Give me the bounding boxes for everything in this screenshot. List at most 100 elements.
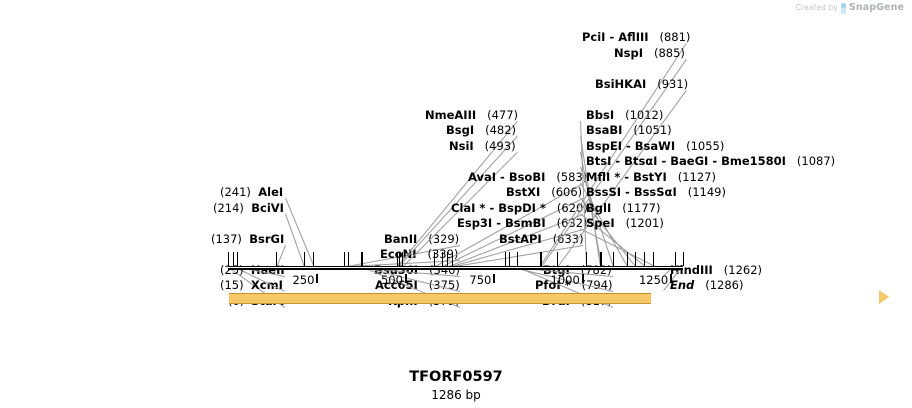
cut-site-tick-kpni[interactable] bbox=[362, 252, 364, 266]
enzyme-names: BtsI - BtsαI - BaeGI - Bme1580I bbox=[586, 154, 786, 168]
cut-site-tick-spei[interactable] bbox=[652, 252, 654, 266]
orf-arrow-body bbox=[229, 293, 651, 304]
cut-site-tick-bstxi[interactable] bbox=[442, 252, 444, 266]
enzyme-label-mfli-bstyi[interactable]: MflI * - BstYI (1127) bbox=[586, 169, 716, 184]
enzyme-names: BsiHKAI bbox=[595, 76, 647, 91]
axis-tick-label-750: 750 bbox=[469, 273, 492, 287]
enzyme-label-banii[interactable]: BanII (329) bbox=[384, 231, 460, 246]
cut-position: (477) bbox=[487, 107, 519, 122]
enzyme-names: BstAPI bbox=[499, 231, 542, 246]
enzyme-names: BstXI bbox=[506, 185, 541, 199]
cut-site-tick-avai-bsobi[interactable] bbox=[434, 252, 436, 266]
enzyme-names: PfoI * bbox=[535, 278, 571, 292]
enzyme-names: BbsI bbox=[586, 107, 615, 122]
cut-site-tick-clai-bspdi[interactable] bbox=[447, 252, 449, 266]
cut-position: (1127) bbox=[677, 169, 716, 184]
cut-position: (15) bbox=[220, 278, 244, 292]
cut-position: (1087) bbox=[796, 154, 836, 168]
cut-site-tick-bstapi[interactable] bbox=[451, 252, 453, 266]
enzyme-label-bspei-bsawi[interactable]: BspEI - BsaWI (1055) bbox=[586, 139, 724, 153]
enzyme-label-bsssi-bsssai[interactable]: BssSI - BssSαI (1149) bbox=[586, 186, 726, 199]
watermark-created-label: Created by bbox=[795, 3, 838, 12]
cut-site-tick-end[interactable] bbox=[683, 252, 684, 266]
enzyme-label-bstxi[interactable]: BstXI (606) bbox=[506, 186, 582, 199]
cut-site-tick-btsi-group[interactable] bbox=[612, 252, 614, 266]
cut-site-tick-bgli[interactable] bbox=[644, 252, 646, 266]
cut-position: (583) bbox=[556, 169, 588, 184]
enzyme-label-bsabi[interactable]: BsaBI (1051) bbox=[586, 124, 672, 137]
cut-position: (493) bbox=[484, 138, 516, 153]
cut-position: (241) bbox=[220, 185, 251, 199]
enzyme-label-layer: (0) Start(15) XcmI(25) HaeII(137) BsrGI(… bbox=[211, 31, 835, 308]
cut-site-tick-banii[interactable] bbox=[344, 252, 346, 266]
cut-site-tick-nmeaiii[interactable] bbox=[396, 252, 398, 266]
axis-tick-label-1000: 1000 bbox=[550, 273, 580, 287]
enzyme-label-bsrgi[interactable]: (137) BsrGI bbox=[211, 231, 285, 246]
cut-site-tick-bsrgi[interactable] bbox=[276, 252, 278, 266]
enzyme-label-bsihkai[interactable]: BsiHKAI (931) bbox=[595, 76, 688, 91]
cut-position: (137) bbox=[211, 231, 242, 246]
cut-site-tick-bspei-bsawi[interactable] bbox=[601, 252, 603, 266]
cut-site-tick-drdi[interactable] bbox=[517, 252, 519, 266]
cut-site-tick-bsssi-bsssai[interactable] bbox=[634, 252, 636, 266]
enzyme-label-pcii-afliii[interactable]: PciI - AflIII (881) bbox=[582, 31, 690, 44]
cut-site-tick-pfoi[interactable] bbox=[508, 252, 510, 266]
enzyme-names: BciVI bbox=[251, 200, 284, 215]
enzyme-label-nmeaiii[interactable]: NmeAIII (477) bbox=[425, 107, 519, 122]
cut-position: (885) bbox=[653, 45, 685, 60]
enzyme-names: MflI * - BstYI bbox=[586, 169, 667, 184]
orf-arrow[interactable] bbox=[229, 290, 889, 304]
cut-site-tick-bbsi[interactable] bbox=[586, 252, 588, 266]
sequence-backbone bbox=[228, 266, 683, 270]
enzyme-label-bbsi[interactable]: BbsI (1012) bbox=[586, 107, 663, 122]
axis-tick-mark-1000 bbox=[581, 274, 584, 283]
enzyme-label-alei[interactable]: (241) AleI bbox=[220, 186, 283, 199]
enzyme-label-nspi[interactable]: NspI (885) bbox=[614, 45, 685, 60]
cut-site-tick-mfli-bstyi[interactable] bbox=[626, 252, 628, 266]
enzyme-names: BanII bbox=[384, 231, 418, 246]
enzyme-label-bcivi[interactable]: (214) BciVI bbox=[213, 200, 284, 215]
enzyme-label-xcmi[interactable]: (15) XcmI bbox=[220, 279, 283, 292]
cut-site-tick-bsabi[interactable] bbox=[599, 252, 601, 266]
cut-site-tick-acc65i[interactable] bbox=[360, 252, 362, 266]
cut-position: (1286) bbox=[705, 278, 744, 292]
cut-site-tick-haeii[interactable] bbox=[236, 252, 238, 266]
cut-site-tick-start[interactable] bbox=[228, 252, 229, 266]
cut-position: (606) bbox=[551, 185, 583, 199]
enzyme-label-nsii[interactable]: NsiI (493) bbox=[449, 138, 516, 153]
axis-tick-mark-750 bbox=[493, 274, 496, 283]
cut-site-tick-alei[interactable] bbox=[313, 252, 315, 266]
enzyme-names: Acc65I bbox=[375, 278, 418, 292]
enzyme-names: NsiI bbox=[449, 138, 474, 153]
enzyme-names: End bbox=[670, 278, 695, 292]
cut-site-tick-bsgi[interactable] bbox=[398, 252, 400, 266]
cut-site-tick-nsii[interactable] bbox=[402, 252, 404, 266]
enzyme-label-btsi-group[interactable]: BtsI - BtsαI - BaeGI - Bme1580I (1087) bbox=[586, 155, 835, 168]
enzyme-label-spei[interactable]: SpeI (1201) bbox=[586, 217, 664, 230]
enzyme-label-bgli[interactable]: BglI (1177) bbox=[586, 201, 660, 215]
enzyme-label-end[interactable]: End (1286) bbox=[670, 279, 744, 292]
snapgene-logo-icon bbox=[840, 3, 846, 14]
enzyme-names: BsrGI bbox=[249, 231, 285, 246]
enzyme-names: AvaI - BsoBI bbox=[468, 169, 546, 184]
cut-site-tick-hindiii[interactable] bbox=[674, 252, 676, 266]
cut-site-tick-nspi[interactable] bbox=[541, 252, 543, 266]
cut-site-tick-bsu36i[interactable] bbox=[348, 252, 350, 266]
snapgene-watermark: Created by SnapGene bbox=[795, 2, 904, 14]
cut-site-tick-layer bbox=[228, 252, 684, 266]
cut-position: (482) bbox=[485, 123, 517, 137]
orf-arrow-head bbox=[879, 290, 889, 304]
cut-site-tick-bsihkai[interactable] bbox=[557, 252, 559, 266]
enzyme-label-avai-bsobi[interactable]: AvaI - BsoBI (583) bbox=[468, 169, 588, 184]
cut-position: (881) bbox=[659, 30, 691, 44]
cut-site-tick-pcii-afliii[interactable] bbox=[539, 252, 541, 266]
cut-site-tick-bcivi[interactable] bbox=[303, 252, 305, 266]
axis-tick-label-250: 250 bbox=[292, 273, 315, 287]
cut-position: (1149) bbox=[687, 185, 726, 199]
cut-position: (329) bbox=[428, 231, 460, 246]
enzyme-label-bsgi[interactable]: BsgI (482) bbox=[446, 124, 516, 137]
axis-tick-mark-500 bbox=[404, 274, 407, 283]
enzyme-names: BsaBI bbox=[586, 123, 623, 137]
cut-site-tick-btgi[interactable] bbox=[504, 252, 506, 266]
cut-site-tick-xcmi[interactable] bbox=[233, 252, 235, 266]
